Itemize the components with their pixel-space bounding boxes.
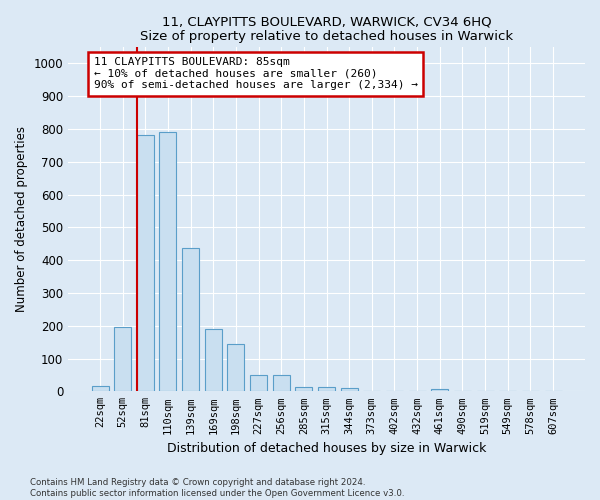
Bar: [431, 388, 448, 392]
Bar: [92, 386, 109, 392]
Bar: [114, 328, 131, 392]
Bar: [205, 329, 222, 392]
Bar: [250, 375, 267, 392]
Title: 11, CLAYPITTS BOULEVARD, WARWICK, CV34 6HQ
Size of property relative to detached: 11, CLAYPITTS BOULEVARD, WARWICK, CV34 6…: [140, 15, 513, 43]
Bar: [273, 375, 290, 392]
X-axis label: Distribution of detached houses by size in Warwick: Distribution of detached houses by size …: [167, 442, 486, 455]
Bar: [160, 132, 176, 392]
Y-axis label: Number of detached properties: Number of detached properties: [15, 126, 28, 312]
Bar: [341, 388, 358, 392]
Bar: [295, 386, 313, 392]
Bar: [182, 248, 199, 392]
Text: Contains HM Land Registry data © Crown copyright and database right 2024.
Contai: Contains HM Land Registry data © Crown c…: [30, 478, 404, 498]
Bar: [227, 344, 244, 392]
Bar: [318, 388, 335, 392]
Text: 11 CLAYPITTS BOULEVARD: 85sqm
← 10% of detached houses are smaller (260)
90% of : 11 CLAYPITTS BOULEVARD: 85sqm ← 10% of d…: [94, 58, 418, 90]
Bar: [137, 134, 154, 392]
